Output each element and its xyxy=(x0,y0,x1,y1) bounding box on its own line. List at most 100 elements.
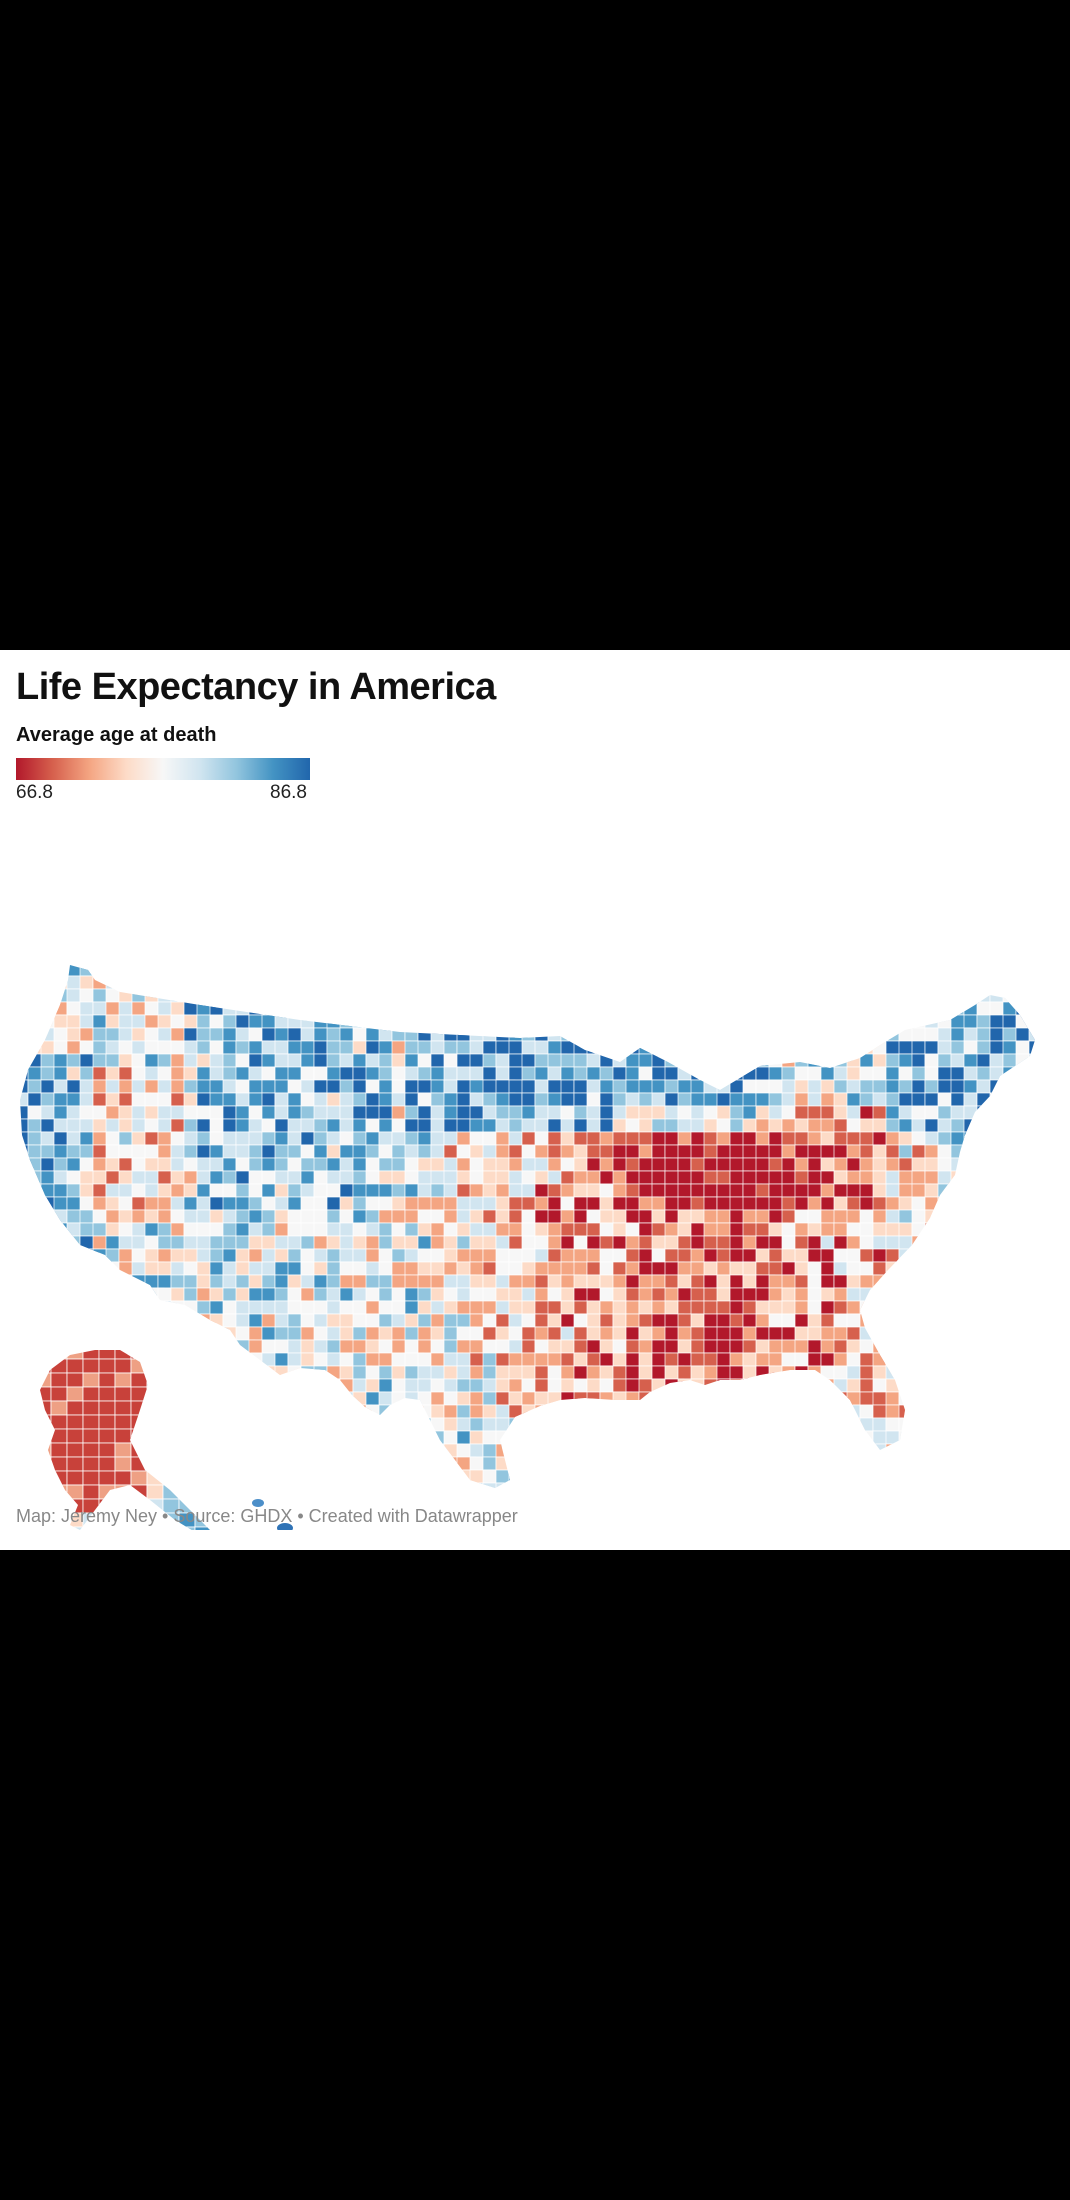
county-cell xyxy=(677,1352,692,1367)
county-cell xyxy=(508,1339,523,1354)
county-cell xyxy=(898,1404,913,1419)
alaska-borough-cell xyxy=(210,1414,220,1430)
county-cell xyxy=(157,975,178,990)
alaska-borough-cell xyxy=(194,1456,212,1472)
county-cell xyxy=(495,1456,510,1471)
county-cell xyxy=(196,1339,223,1354)
alaska-borough-cell xyxy=(162,1456,180,1472)
county-cell xyxy=(248,1456,275,1471)
county-cell xyxy=(716,1417,743,1432)
map-card: Life Expectancy in America Average age a… xyxy=(0,650,1070,1550)
county-cell xyxy=(248,1053,263,1068)
county-cell xyxy=(287,1170,302,1185)
county-cell xyxy=(976,1391,1003,1406)
county-cell xyxy=(391,1469,406,1484)
county-cell xyxy=(899,1496,924,1509)
county-cell xyxy=(209,1404,236,1419)
county-cell xyxy=(924,1222,945,1237)
alaska-borough-cell xyxy=(66,1442,84,1458)
county-cell xyxy=(365,1131,380,1146)
county-cell xyxy=(924,988,951,1003)
alaska-borough-cell xyxy=(162,1526,180,1530)
county-cell xyxy=(1015,1157,1030,1172)
county-cell xyxy=(703,988,730,1003)
county-cell xyxy=(651,1469,678,1484)
county-cell xyxy=(157,1417,178,1432)
county-cell xyxy=(40,1183,55,1198)
county-cell xyxy=(20,1430,41,1445)
county-cell xyxy=(950,1391,977,1406)
county-cell xyxy=(144,1001,159,1016)
county-cell xyxy=(1028,1053,1035,1068)
county-cell xyxy=(495,1001,510,1016)
county-cell xyxy=(274,1456,289,1471)
alaska-borough-cell xyxy=(146,1386,164,1402)
county-cell xyxy=(274,1417,301,1432)
county-cell xyxy=(313,1300,328,1315)
county-cell xyxy=(664,1391,685,1406)
county-cell xyxy=(27,1469,42,1484)
county-cell xyxy=(691,1496,704,1509)
county-cell xyxy=(716,1053,731,1068)
county-cell xyxy=(235,1222,250,1237)
county-cell xyxy=(704,950,723,963)
county-cell xyxy=(1028,1326,1035,1341)
county-cell xyxy=(144,1339,165,1354)
county-cell xyxy=(768,1482,795,1488)
county-cell xyxy=(235,1443,250,1458)
county-cell xyxy=(314,950,333,963)
alaska-borough-cell xyxy=(98,1400,116,1416)
county-cell xyxy=(859,1027,880,1042)
county-cell xyxy=(599,1378,614,1393)
county-cell xyxy=(768,988,789,1003)
county-cell xyxy=(703,1209,718,1224)
county-cell xyxy=(872,1482,893,1488)
county-cell xyxy=(820,988,841,1003)
county-cell xyxy=(703,1378,730,1393)
alaska-borough-cell xyxy=(178,1442,196,1458)
county-cell xyxy=(157,1209,172,1224)
county-cell xyxy=(287,1248,302,1263)
county-cell xyxy=(144,1235,159,1250)
county-cell xyxy=(157,1157,172,1172)
county-cell xyxy=(937,965,964,977)
county-cell xyxy=(339,1469,354,1484)
county-cell xyxy=(950,1300,965,1315)
county-cell xyxy=(521,1365,536,1380)
county-cell xyxy=(105,1144,120,1159)
county-cell xyxy=(626,950,639,963)
county-cell xyxy=(79,965,100,977)
county-cell xyxy=(911,1222,932,1237)
county-cell xyxy=(950,1469,965,1484)
county-cell xyxy=(79,1066,94,1081)
county-cell xyxy=(378,965,393,977)
county-cell xyxy=(508,1430,523,1445)
county-cell xyxy=(313,1222,328,1237)
county-cell xyxy=(1028,1352,1035,1367)
county-cell xyxy=(40,1469,55,1484)
county-cell xyxy=(833,1339,848,1354)
county-cell xyxy=(872,1014,893,1029)
county-cell xyxy=(872,1287,887,1302)
county-cell xyxy=(950,1313,965,1328)
county-cell xyxy=(157,1391,178,1406)
county-cell xyxy=(534,1313,549,1328)
county-cell xyxy=(898,1261,919,1276)
county-cell xyxy=(66,1300,87,1315)
county-cell xyxy=(27,965,54,977)
county-cell xyxy=(495,1014,522,1029)
county-cell xyxy=(443,1261,458,1276)
county-cell xyxy=(768,1430,789,1445)
county-cell xyxy=(404,1014,425,1029)
county-cell xyxy=(53,965,68,977)
county-cell xyxy=(937,1157,952,1172)
county-cell xyxy=(313,1482,334,1488)
county-cell xyxy=(235,1417,262,1432)
county-cell xyxy=(872,1313,893,1328)
county-cell xyxy=(690,1105,705,1120)
county-cell xyxy=(456,988,483,1003)
county-cell xyxy=(716,1248,731,1263)
county-cell xyxy=(716,1274,731,1289)
county-cell xyxy=(443,965,470,977)
county-cell xyxy=(1015,1313,1035,1328)
